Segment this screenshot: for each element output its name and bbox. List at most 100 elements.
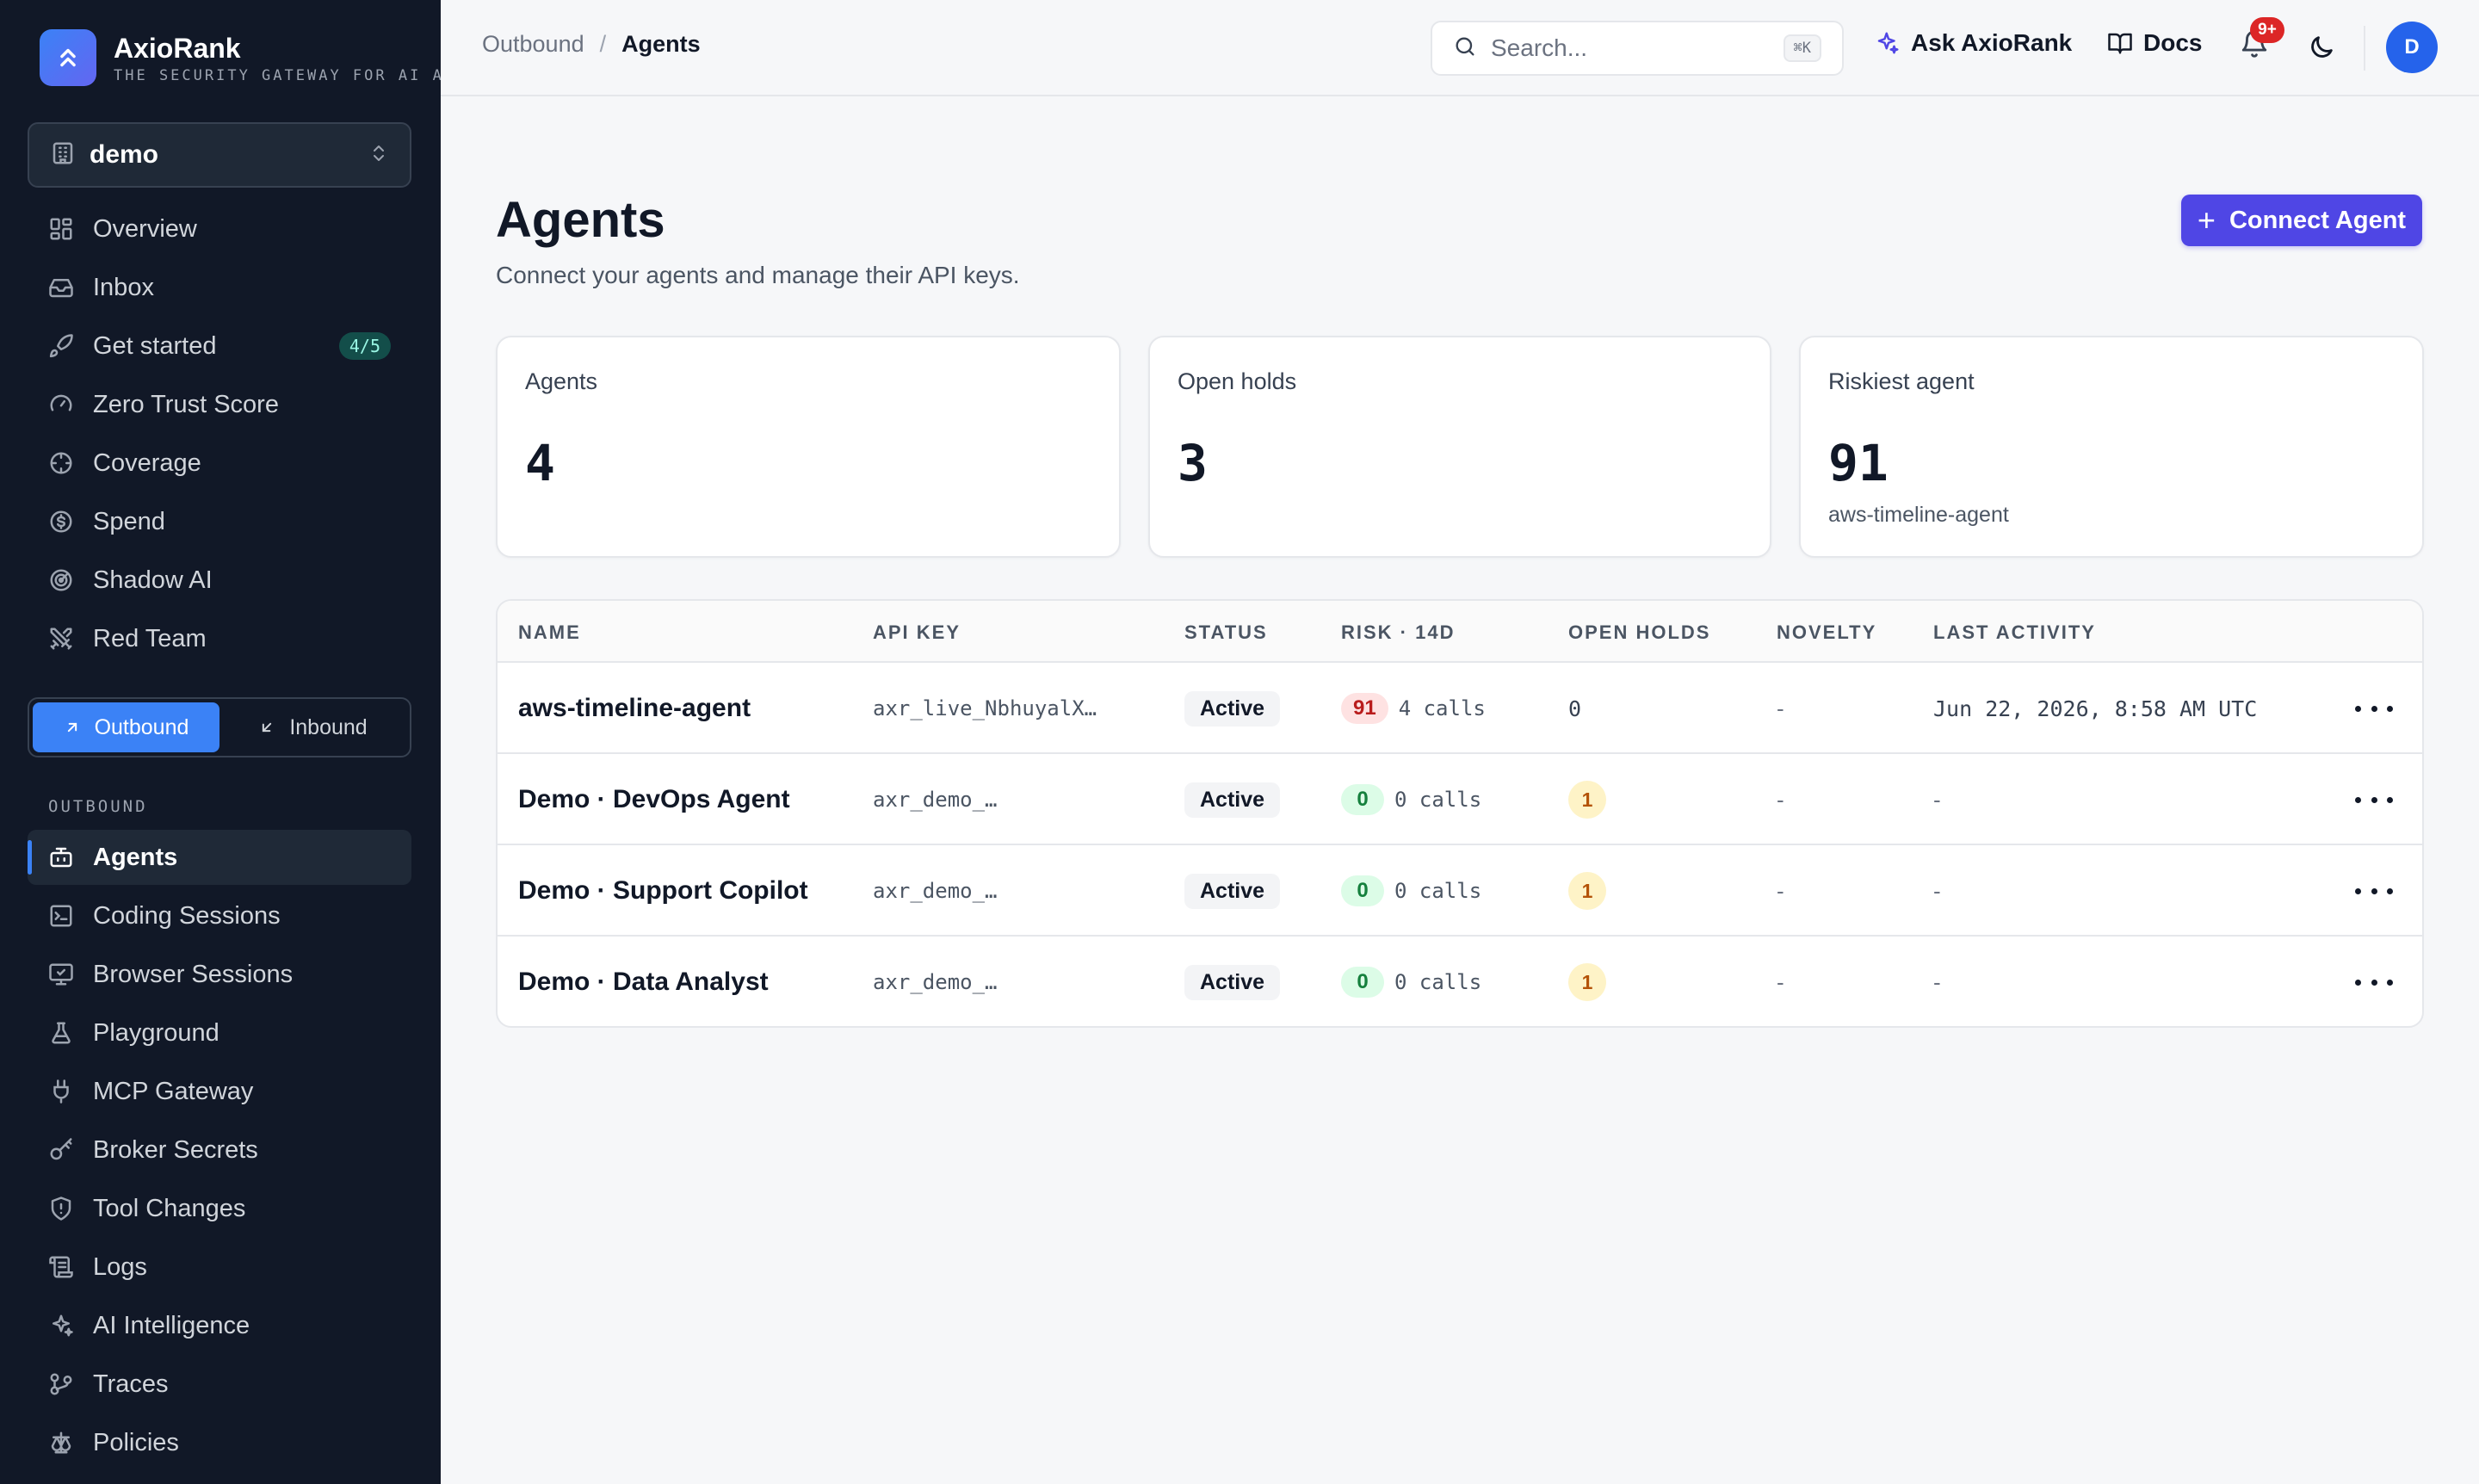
rocket-icon xyxy=(48,333,74,359)
table-header: NAME API KEY STATUS RISK · 14D OPEN HOLD… xyxy=(498,601,2422,663)
table-row[interactable]: Demo · Data Analyst axr_demo_… Active 0 … xyxy=(498,937,2422,1026)
connect-agent-button[interactable]: + Connect Agent xyxy=(2181,195,2422,246)
brand-name: AxioRank xyxy=(114,33,241,64)
agent-name[interactable]: Demo · DevOps Agent xyxy=(518,785,790,813)
table-row[interactable]: aws-timeline-agent axr_live_NbhuyalX… Ac… xyxy=(498,663,2422,754)
sidebar-item-coding-sessions[interactable]: Coding Sessions xyxy=(28,888,411,943)
monitor-icon xyxy=(48,962,74,987)
sidebar-item-red-team[interactable]: Red Team xyxy=(28,611,411,666)
bot-icon xyxy=(48,844,74,870)
status-badge: Active xyxy=(1184,690,1281,727)
sparkles-icon xyxy=(1877,32,1899,54)
stat-label: Riskiest agent xyxy=(1828,368,1975,394)
logo-icon xyxy=(40,29,96,86)
sidebar-item-ai-intelligence[interactable]: AI Intelligence xyxy=(28,1298,411,1353)
sidebar-item-label: AI Intelligence xyxy=(93,1311,250,1339)
column-header-name[interactable]: NAME xyxy=(518,621,581,643)
last-activity: - xyxy=(1933,786,1941,813)
column-header-novelty[interactable]: NOVELTY xyxy=(1777,621,1877,643)
sidebar-item-label: Coverage xyxy=(93,448,201,477)
brand[interactable]: AxioRank THE SECURITY GATEWAY FOR AI AG xyxy=(40,29,441,86)
scale-icon xyxy=(48,1430,74,1456)
sidebar-item-shadow-ai[interactable]: Shadow AI xyxy=(28,553,411,608)
open-holds-badge[interactable]: 1 xyxy=(1568,872,1606,910)
sidebar-item-playground[interactable]: Playground xyxy=(28,1005,411,1060)
radar-icon xyxy=(48,567,74,593)
open-holds-badge[interactable]: 1 xyxy=(1568,781,1606,819)
plug-icon xyxy=(48,1079,74,1104)
swords-icon xyxy=(48,626,74,652)
workspace-switcher[interactable]: demo xyxy=(28,122,411,188)
dollar-icon xyxy=(48,509,74,535)
sidebar-item-browser-sessions[interactable]: Browser Sessions xyxy=(28,947,411,1002)
sidebar-item-spend[interactable]: Spend xyxy=(28,494,411,549)
inbound-toggle-button[interactable]: Inbound xyxy=(219,702,406,752)
open-holds-value: 0 xyxy=(1568,696,1582,721)
sidebar-item-broker-secrets[interactable]: Broker Secrets xyxy=(28,1122,411,1178)
ask-axiorank-button[interactable]: Ask AxioRank xyxy=(1875,29,2072,57)
breadcrumb-current: Agents xyxy=(621,31,701,57)
stat-label: Open holds xyxy=(1178,368,1297,394)
sidebar-item-policies[interactable]: Policies xyxy=(28,1415,411,1470)
row-actions-menu-icon[interactable] xyxy=(2355,787,2393,813)
theme-toggle-button[interactable] xyxy=(2307,33,2336,62)
sidebar-item-label: Coding Sessions xyxy=(93,901,281,930)
open-holds-badge[interactable]: 1 xyxy=(1568,963,1606,1001)
stat-subtext[interactable]: aws-timeline-agent xyxy=(1828,503,2009,527)
progress-badge: 4/5 xyxy=(338,332,391,360)
breadcrumb-parent[interactable]: Outbound xyxy=(482,31,584,57)
risk-score-badge: 0 xyxy=(1341,875,1384,906)
column-header-risk[interactable]: RISK · 14D xyxy=(1341,621,1456,643)
sidebar-item-mcp-gateway[interactable]: MCP Gateway xyxy=(28,1064,411,1119)
book-open-icon xyxy=(2108,33,2132,54)
sidebar-item-label: Red Team xyxy=(93,624,207,652)
workspace-name: demo xyxy=(90,140,159,169)
risk-calls: 4 calls xyxy=(1398,696,1486,720)
sidebar-item-traces[interactable]: Traces xyxy=(28,1357,411,1412)
row-actions-menu-icon[interactable] xyxy=(2355,696,2393,721)
api-key: axr_demo_… xyxy=(873,879,998,903)
table-row[interactable]: Demo · Support Copilot axr_demo_… Active… xyxy=(498,845,2422,937)
risk-score-badge: 0 xyxy=(1341,784,1384,815)
sidebar-item-label: Zero Trust Score xyxy=(93,390,279,418)
grid-icon xyxy=(48,216,74,242)
outbound-toggle-button[interactable]: Outbound xyxy=(33,702,219,752)
search-placeholder: Search... xyxy=(1491,34,1588,61)
sidebar-item-inbox[interactable]: Inbox xyxy=(28,260,411,315)
stat-card-open-holds: Open holds 3 xyxy=(1148,336,1771,558)
chevrons-up-down-icon xyxy=(368,143,389,168)
terminal-icon xyxy=(48,903,74,929)
column-header-status[interactable]: STATUS xyxy=(1184,621,1268,643)
sidebar-item-get-started[interactable]: Get started 4/5 xyxy=(28,318,411,374)
sidebar-item-logs[interactable]: Logs xyxy=(28,1240,411,1295)
agents-table: NAME API KEY STATUS RISK · 14D OPEN HOLD… xyxy=(496,599,2424,1028)
search-input[interactable]: Search... ⌘K xyxy=(1431,21,1844,76)
column-header-last-activity[interactable]: LAST ACTIVITY xyxy=(1933,621,2096,643)
novelty-value: - xyxy=(1777,695,1784,721)
sparkles-icon xyxy=(48,1313,74,1339)
docs-button[interactable]: Docs xyxy=(2107,29,2202,57)
row-actions-menu-icon[interactable] xyxy=(2355,878,2393,904)
table-row[interactable]: Demo · DevOps Agent axr_demo_… Active 0 … xyxy=(498,754,2422,845)
sidebar-item-agents[interactable]: Agents xyxy=(28,830,411,885)
novelty-value: - xyxy=(1777,877,1784,904)
sidebar-item-zero-trust-score[interactable]: Zero Trust Score xyxy=(28,377,411,432)
agent-name[interactable]: Demo · Support Copilot xyxy=(518,876,808,905)
user-avatar[interactable]: D xyxy=(2386,22,2438,73)
brand-tagline: THE SECURITY GATEWAY FOR AI AG xyxy=(114,67,441,84)
sidebar-item-overview[interactable]: Overview xyxy=(28,201,411,257)
agent-name[interactable]: Demo · Data Analyst xyxy=(518,968,769,996)
direction-toggle: Outbound Inbound xyxy=(28,697,411,757)
sidebar-item-label: Overview xyxy=(93,214,197,243)
risk-calls: 0 calls xyxy=(1394,788,1482,812)
agent-name[interactable]: aws-timeline-agent xyxy=(518,694,751,722)
api-key: axr_live_NbhuyalX… xyxy=(873,696,1097,720)
column-header-open-holds[interactable]: OPEN HOLDS xyxy=(1568,621,1711,643)
last-activity: - xyxy=(1933,968,1941,995)
outbound-label: Outbound xyxy=(94,714,189,739)
row-actions-menu-icon[interactable] xyxy=(2355,969,2393,995)
sidebar-item-tool-changes[interactable]: Tool Changes xyxy=(28,1181,411,1236)
status-badge: Active xyxy=(1184,782,1281,818)
sidebar-item-coverage[interactable]: Coverage xyxy=(28,436,411,491)
inbound-label: Inbound xyxy=(289,714,368,739)
